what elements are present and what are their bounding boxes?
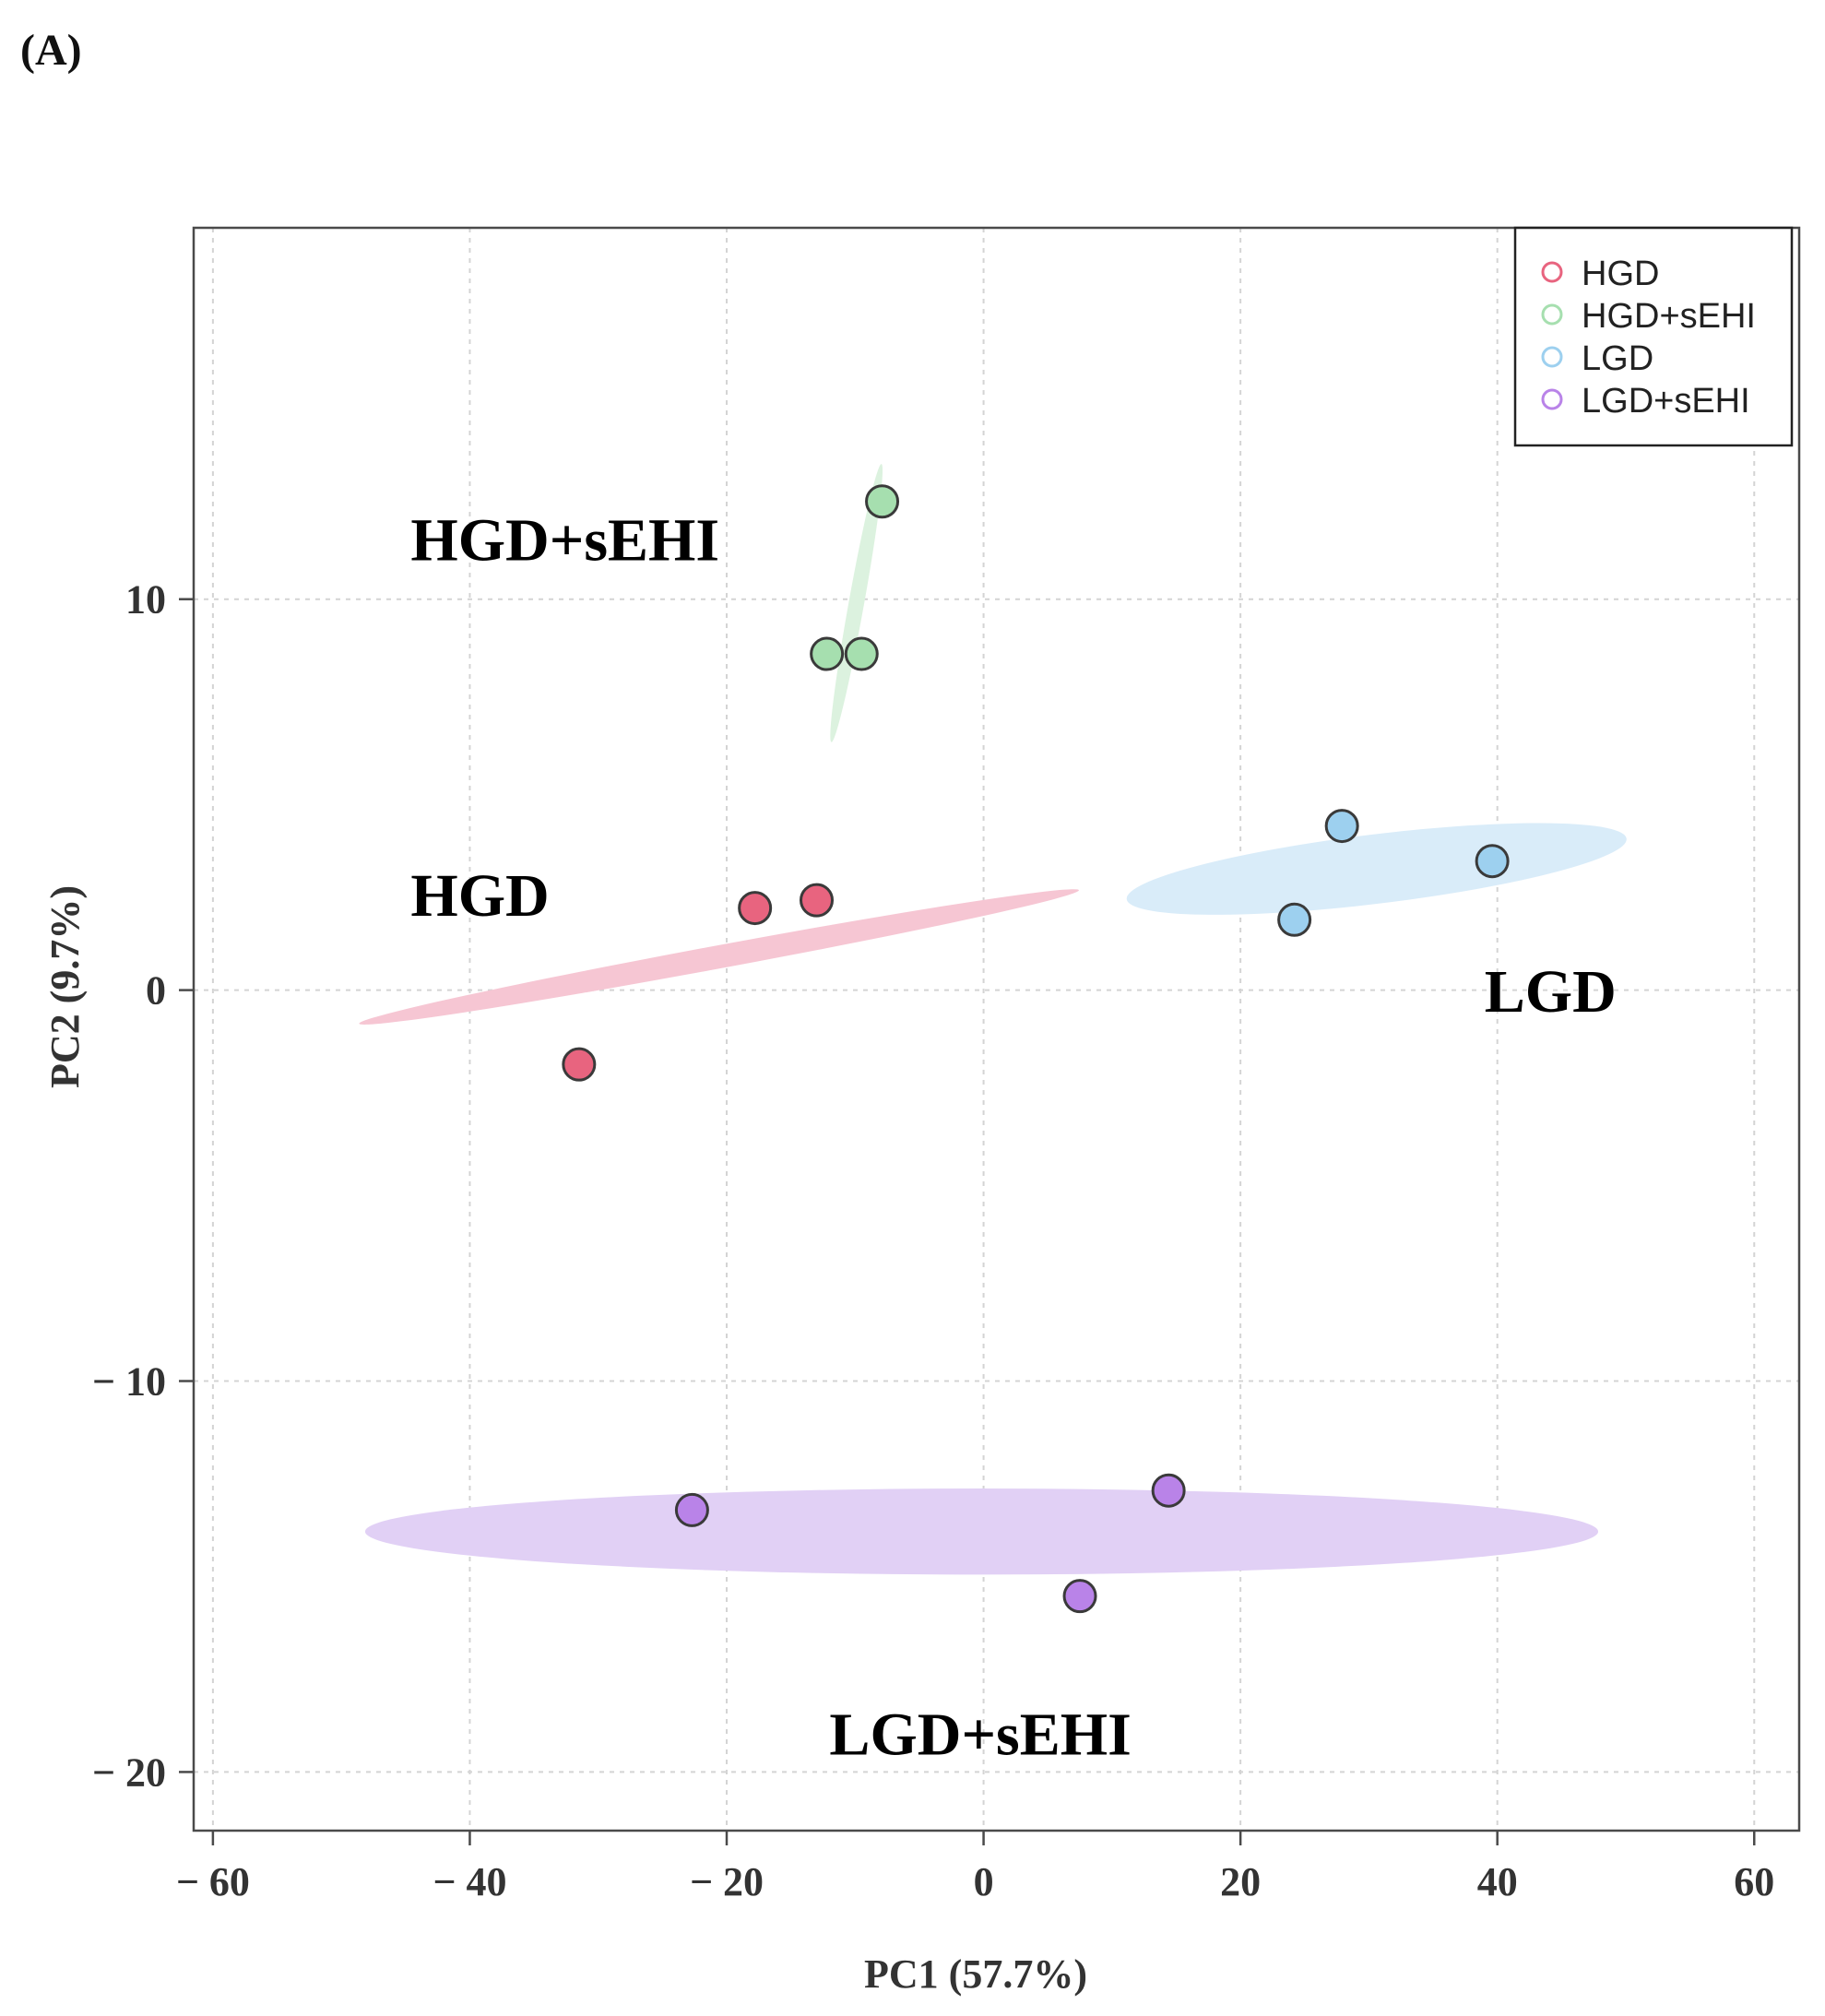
- annotation-hgd: HGD: [410, 862, 549, 930]
- annotation-hgd-plus-sehi: HGD+sEHI: [410, 506, 719, 574]
- point-lgd-plus-sehi: [1062, 1579, 1097, 1614]
- annotation-lgd: LGD: [1485, 958, 1617, 1026]
- legend-label-hgd: HGD: [1582, 255, 1659, 293]
- point-hgd-plus-sehi: [865, 484, 900, 519]
- point-lgd: [1475, 844, 1510, 879]
- ellipse-lgd: [1126, 823, 1627, 915]
- point-lgd-plus-sehi: [674, 1492, 709, 1527]
- point-hgd: [738, 891, 773, 926]
- ellipse-lgd-plus-sehi: [364, 1488, 1599, 1575]
- confidence-ellipses: [359, 464, 1627, 1575]
- x-tick-label: 20: [1220, 1859, 1261, 1904]
- ellipse-hgd: [359, 889, 1079, 1025]
- legend-box: [1513, 226, 1794, 447]
- x-tick-label: − 20: [690, 1859, 764, 1904]
- plot-frame: [192, 226, 1801, 1832]
- y-tick-label: 0: [146, 968, 166, 1014]
- x-tick-label: − 40: [433, 1859, 506, 1904]
- legend-label-lgd: LGD: [1582, 339, 1653, 378]
- group-annotations: HGD+sEHI HGD LGD LGD+sEHI: [410, 506, 1616, 1768]
- y-tick-label: 10: [125, 577, 166, 623]
- point-hgd: [800, 883, 835, 918]
- data-points: [562, 484, 1510, 1614]
- y-tick-label: − 10: [92, 1359, 166, 1405]
- point-hgd-plus-sehi: [844, 636, 879, 671]
- legend-label-lgd-plus-sehi: LGD+sEHI: [1582, 382, 1750, 421]
- x-tick-label: − 60: [176, 1859, 250, 1904]
- point-hgd: [562, 1047, 597, 1082]
- point-lgd-plus-sehi: [1151, 1473, 1186, 1508]
- point-lgd: [1324, 809, 1359, 844]
- panel-label: (A): [20, 26, 82, 75]
- legend-marker-hgd-plus-sehi: [1541, 303, 1563, 326]
- axis-ticks: − 60 − 40 − 20 0 20 40 60 − 20 − 10 0 10: [92, 577, 1774, 1904]
- legend-label-hgd-plus-sehi: HGD+sEHI: [1582, 297, 1756, 336]
- x-tick-label: 40: [1477, 1859, 1518, 1904]
- x-axis-label: PC1 (57.7%): [864, 1951, 1087, 1997]
- point-hgd-plus-sehi: [810, 636, 845, 671]
- x-tick-label: 0: [974, 1859, 994, 1904]
- y-axis-label: PC2 (9.7%): [42, 885, 88, 1088]
- y-tick-label: − 20: [92, 1749, 166, 1795]
- grid-lines: [194, 228, 1799, 1831]
- annotation-lgd-plus-sehi: LGD+sEHI: [829, 1701, 1131, 1768]
- legend-marker-lgd-plus-sehi: [1541, 388, 1563, 410]
- legend-marker-hgd: [1541, 261, 1563, 283]
- point-lgd: [1277, 902, 1312, 937]
- ellipse-hgd-plus-sehi: [830, 464, 883, 742]
- x-tick-label: 60: [1734, 1859, 1774, 1904]
- legend-marker-lgd: [1541, 346, 1563, 368]
